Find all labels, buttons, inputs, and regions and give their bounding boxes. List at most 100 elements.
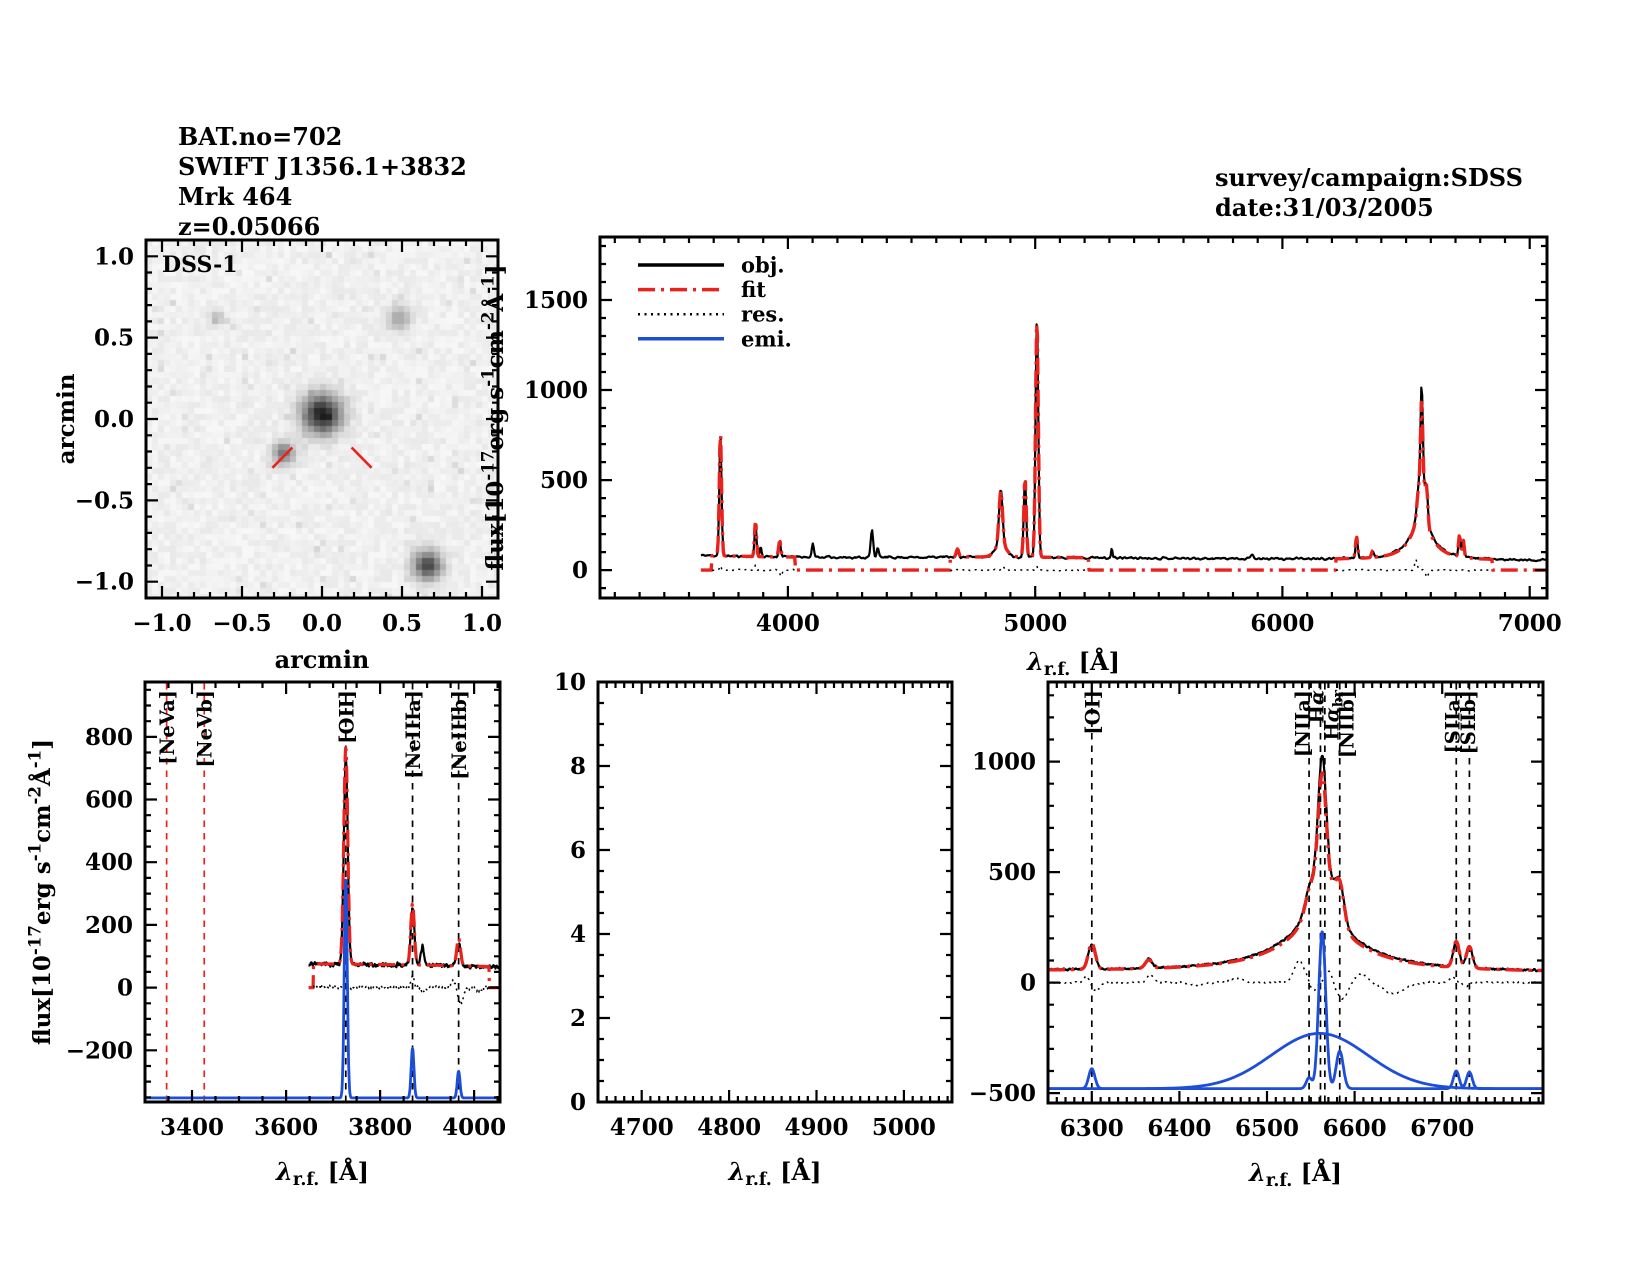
main-xtick-label-5000: 5000 [1003, 610, 1067, 637]
dss-pointer-segment-1 [271, 446, 294, 469]
dss-ytick-label-0.5: 0.5 [94, 325, 134, 352]
panel-z1: 3400 3600 3800 4000 −200 0 200 400 600 800 λr.f. [… [24, 680, 506, 1190]
main-fit-curve [700, 322, 1547, 572]
z2-ticks [596, 680, 952, 1104]
marker-label-OI: [OI] [1081, 690, 1104, 735]
z3-xtick-label-6600: 6600 [1323, 1115, 1387, 1142]
z1-xtick-label-3800: 3800 [348, 1114, 412, 1141]
dss-xaxis-label: arcmin [275, 645, 370, 674]
z3-ytick-label-0: 0 [1020, 970, 1036, 997]
legend-label-res: res. [741, 302, 785, 327]
survey-campaign: survey/campaign:SDSS [1215, 163, 1523, 192]
main-ticks [600, 237, 1547, 598]
z1-res-curve [312, 975, 490, 1006]
main-obj-curve [700, 323, 1547, 563]
z3-ytick-label-500: 500 [988, 859, 1036, 886]
main-ytick-label-1000: 1000 [524, 377, 588, 404]
info-swift-name: SWIFT J1356.1+3832 [178, 152, 467, 181]
z3-ytick-label--500: −500 [969, 1080, 1036, 1107]
info-bat-number: BAT.no=702 [178, 122, 343, 151]
z2-frame [596, 680, 954, 1104]
z3-xtick-label-6700: 6700 [1410, 1115, 1474, 1142]
legend-label-emi: emi. [741, 326, 792, 351]
z1-xtick-label-4000: 4000 [442, 1114, 506, 1141]
z2-xtick-label-4900: 4900 [784, 1114, 848, 1141]
dss-yaxis-label: arcmin [53, 373, 80, 464]
dss-frame [144, 238, 500, 600]
marker-label-NIIa: [NIIa] [1292, 690, 1315, 757]
main-yaxis-label: flux[10-17erg s-1cm-2Å-1] [477, 264, 509, 570]
z1-ytick-label-600: 600 [85, 787, 133, 814]
z1-fit-curve [307, 746, 500, 990]
z1-ticks [143, 682, 500, 1102]
z1-emi-curve [145, 878, 500, 1100]
z1-xtick-label-3600: 3600 [254, 1114, 318, 1141]
marker-label-NeVb: [NeVb] [194, 690, 217, 767]
dss-ytick-label--1: −1.0 [75, 569, 134, 596]
z3-res-curve [1048, 959, 1543, 1001]
z2-xtick-label-4800: 4800 [697, 1114, 761, 1141]
z3-fit-curve [1048, 771, 1543, 973]
marker-label-NIIb: [NIIb] [1335, 690, 1358, 758]
dss-xtick-label-1: 1.0 [462, 610, 502, 637]
z1-ytick-label-200: 200 [85, 912, 133, 939]
panel-dss: DSS-1 −1.0 −0.5 0.0 0.5 1.0 −1.0 −0.5 0.0 0.5 1.0 a… [53, 238, 502, 674]
dss-panel-title: DSS-1 [162, 252, 238, 278]
z2-xtick-label-4700: 4700 [610, 1114, 674, 1141]
info-redshift: z=0.05066 [178, 212, 321, 241]
panel-main: 4000 5000 6000 7000 0 500 1000 1500 λr.f. [Å] flu… [477, 235, 1562, 680]
z3-xtick-label-6300: 6300 [1060, 1115, 1124, 1142]
marker-label-NeIIIa: [NeIIIa] [402, 690, 425, 779]
marker-label-NeIIIb: [NeIIIb] [448, 690, 471, 780]
survey-date: date:31/03/2005 [1215, 193, 1434, 222]
main-res-curve [712, 564, 796, 578]
dss-ytick-label--0.5: −0.5 [75, 487, 134, 514]
z1-ytick-label--200: −200 [66, 1037, 133, 1064]
marker-label-OII: [OII] [335, 690, 358, 744]
marker-label-NeVa: [NeVa] [156, 690, 179, 765]
z3-emi-broad-curve [1048, 1032, 1543, 1090]
z2-xtick-label-5000: 5000 [872, 1114, 936, 1141]
z3-xtick-label-6500: 6500 [1235, 1115, 1299, 1142]
z2-ytick-label-10: 10 [554, 669, 586, 696]
z1-ytick-label-800: 800 [85, 724, 133, 751]
dss-ticks [144, 238, 500, 600]
target-info-block: BAT.no=702 SWIFT J1356.1+3832 Mrk 464 z=… [178, 122, 467, 242]
z1-obj-curve [307, 757, 500, 970]
main-res-curve [950, 565, 1088, 572]
legend-label-obj: obj. [741, 253, 785, 278]
z2-xaxis-label: λr.f. [Å] [728, 1157, 822, 1190]
z2-ytick-label-0: 0 [570, 1089, 586, 1116]
dss-image [146, 240, 498, 598]
marker-label-SIIb: [SIIb] [1457, 690, 1480, 754]
z1-xaxis-label: λr.f. [Å] [275, 1157, 369, 1190]
z1-yaxis-label: flux[10-17erg s-1cm-2Å-1] [24, 739, 56, 1045]
z3-frame [1046, 680, 1545, 1105]
dss-ytick-label-0: 0.0 [94, 406, 134, 433]
z2-ytick-label-6: 6 [570, 837, 586, 864]
main-ytick-label-500: 500 [540, 467, 588, 494]
main-xaxis-label: λr.f. [Å] [1026, 647, 1120, 680]
panel-z3: 6300 6400 6500 6600 6700 −500 0 500 1000 λr.f. [Å… [969, 680, 1545, 1191]
z1-ytick-label-400: 400 [85, 849, 133, 876]
main-frame [598, 235, 1549, 600]
legend-label-fit: fit [741, 277, 766, 302]
marker-label-Halpha: Hα [1306, 690, 1329, 723]
dss-xtick-label-0: 0.0 [302, 610, 342, 637]
marker-label-Halpha-br: Hαbr [1321, 689, 1347, 740]
z3-ticks [1046, 682, 1543, 1103]
info-object-name: Mrk 464 [178, 182, 293, 211]
z1-frame [143, 680, 502, 1104]
dss-xtick-label-0.5: 0.5 [382, 610, 422, 637]
z3-xaxis-label: λr.f. [Å] [1248, 1158, 1342, 1191]
survey-info-block: survey/campaign:SDSS date:31/03/2005 [1215, 163, 1523, 223]
z2-ytick-label-8: 8 [570, 753, 586, 780]
main-ytick-label-0: 0 [572, 557, 588, 584]
main-xtick-label-7000: 7000 [1498, 610, 1562, 637]
marker-label-SIIa: [SIIa] [1441, 690, 1464, 753]
dss-xtick-label--1: −1.0 [132, 610, 191, 637]
main-res-curve [1335, 558, 1492, 579]
